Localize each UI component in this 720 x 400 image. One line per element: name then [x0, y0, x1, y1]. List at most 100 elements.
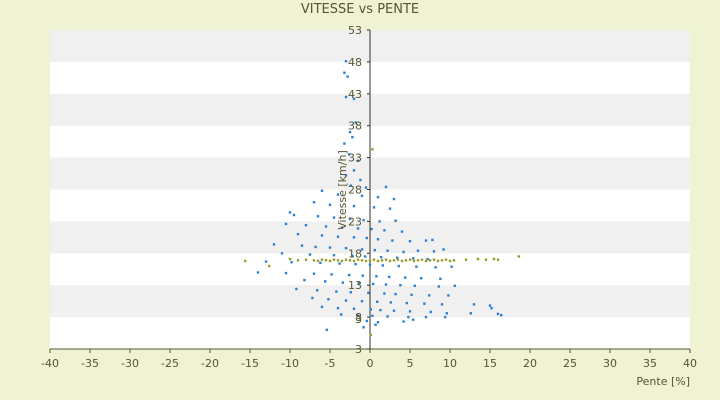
data-point-blue	[362, 218, 365, 222]
data-point-olive	[428, 259, 432, 262]
data-point-olive	[332, 258, 336, 261]
data-points	[244, 60, 520, 337]
data-point-blue	[341, 281, 344, 284]
x-tick-label: -10	[281, 357, 299, 370]
data-point-blue	[488, 304, 492, 307]
data-point-blue	[264, 260, 268, 263]
data-point-blue	[356, 227, 360, 230]
data-point-blue	[439, 277, 442, 281]
data-point-blue	[372, 282, 375, 286]
data-point-blue	[379, 308, 382, 312]
data-point-olive	[376, 259, 380, 263]
y-tick-label: 53	[348, 24, 362, 37]
data-point-blue	[312, 272, 316, 275]
data-point-blue	[429, 310, 432, 314]
data-point-blue	[391, 239, 394, 242]
data-point-olive	[344, 258, 348, 261]
data-point-olive	[388, 259, 392, 263]
data-point-blue	[453, 284, 456, 288]
y-axis-label: Vitesse [km/h]	[336, 150, 349, 230]
data-point-blue	[304, 224, 308, 227]
data-point-blue	[372, 206, 376, 209]
x-tick-label: -40	[41, 357, 59, 370]
data-point-blue	[374, 323, 377, 326]
data-point-olive	[392, 259, 396, 262]
data-point-blue	[314, 245, 317, 249]
data-point-blue	[396, 256, 399, 259]
data-point-olive	[288, 257, 292, 261]
data-point-blue	[332, 216, 336, 219]
data-point-blue	[408, 310, 412, 313]
data-point-blue	[386, 249, 389, 252]
data-point-blue	[320, 234, 324, 237]
data-point-blue	[344, 60, 348, 63]
data-point-blue	[400, 230, 404, 233]
data-point-blue	[319, 261, 322, 265]
data-point-blue	[328, 246, 332, 249]
data-point-blue	[344, 174, 348, 177]
data-point-blue	[369, 308, 372, 311]
x-tick-label: 40	[683, 357, 697, 370]
data-point-blue	[412, 257, 415, 260]
x-tick-label: -35	[81, 357, 99, 370]
data-point-blue	[402, 250, 405, 254]
data-point-blue	[415, 265, 418, 268]
data-point-blue	[356, 159, 360, 162]
data-point-blue	[445, 312, 448, 315]
data-point-blue	[303, 278, 306, 282]
data-point-blue	[404, 276, 407, 279]
data-point-blue	[450, 265, 453, 268]
data-point-blue	[388, 275, 391, 279]
data-point-blue	[389, 301, 392, 304]
data-point-blue	[410, 293, 413, 296]
data-point-blue	[284, 271, 288, 275]
y-tick-label: 8	[355, 311, 362, 324]
data-point-blue	[328, 203, 332, 207]
data-point-olive	[420, 258, 424, 261]
data-point-blue	[392, 309, 396, 312]
data-point-olive	[368, 259, 372, 262]
data-point-blue	[432, 250, 436, 253]
data-point-blue	[362, 326, 365, 329]
data-point-blue	[424, 239, 428, 242]
y-tick-label: 3	[355, 313, 362, 326]
data-point-olive	[312, 259, 316, 262]
data-point-blue	[490, 306, 493, 310]
data-point-olive	[356, 258, 360, 261]
data-point-olive	[404, 259, 408, 262]
data-point-olive	[352, 259, 356, 263]
data-point-blue	[359, 178, 362, 182]
data-point-olive	[371, 148, 374, 151]
data-point-blue	[371, 314, 374, 318]
data-point-blue	[330, 273, 333, 276]
data-point-blue	[384, 283, 388, 286]
data-point-blue	[354, 262, 357, 266]
data-point-blue	[343, 71, 346, 74]
data-point-olive	[296, 259, 300, 262]
data-point-blue	[440, 303, 444, 306]
data-point-blue	[295, 287, 298, 291]
data-point-olive	[400, 259, 404, 263]
data-point-blue	[437, 285, 440, 288]
x-tick-label: 10	[443, 357, 457, 370]
data-point-olive	[380, 259, 384, 262]
data-point-blue	[351, 254, 354, 258]
data-point-blue	[378, 220, 381, 223]
x-tick-label: 0	[367, 357, 374, 370]
data-point-blue	[496, 312, 500, 316]
data-point-blue	[292, 213, 296, 217]
data-point-olive	[360, 259, 364, 262]
data-point-blue	[335, 290, 338, 293]
y-tick-label: 33	[348, 152, 362, 165]
data-point-blue	[348, 153, 351, 156]
data-point-blue	[340, 313, 343, 316]
data-point-blue	[336, 306, 340, 310]
data-point-blue	[316, 215, 320, 218]
data-point-blue	[308, 253, 312, 256]
x-tick-label: 15	[483, 357, 497, 370]
data-point-blue	[352, 236, 356, 239]
data-point-blue	[428, 294, 431, 297]
data-point-blue	[373, 248, 376, 252]
data-point-olive	[244, 259, 247, 263]
